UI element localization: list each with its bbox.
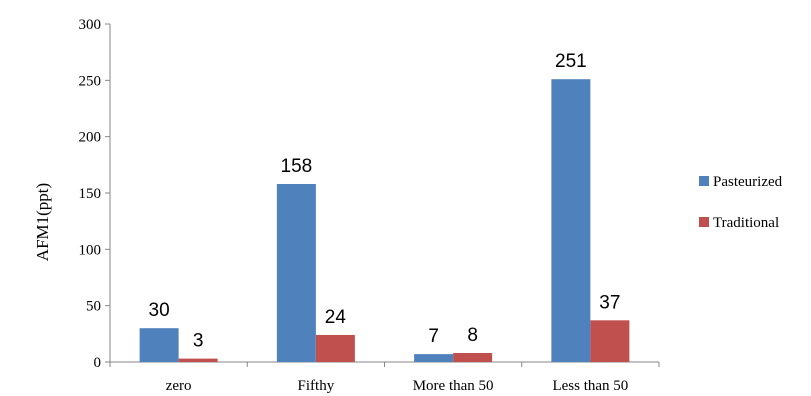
legend-swatch: [699, 217, 709, 227]
x-tick-label: Fifthy: [298, 378, 335, 394]
data-label: 251: [555, 51, 587, 72]
legend: Pasteurized Traditional: [699, 174, 783, 231]
bar-traditional: [315, 334, 355, 362]
legend-label: Traditional: [713, 215, 779, 231]
y-tick-label: 50: [86, 299, 101, 315]
plot-area: 0 50 100 150 200 250 300 zero Fifthy More than 50…: [79, 17, 660, 394]
data-label: 3: [193, 331, 204, 352]
y-tick-label: 250: [79, 73, 102, 89]
bar-traditional: [590, 320, 630, 362]
bar-traditional: [178, 358, 218, 362]
bar-pasteurized: [276, 183, 316, 362]
y-tick-label: 200: [79, 130, 102, 146]
legend-label: Pasteurized: [713, 174, 783, 190]
x-tick-label: zero: [166, 378, 192, 394]
bar-pasteurized: [414, 354, 454, 362]
y-tick-label: 150: [79, 186, 102, 202]
data-label: 30: [149, 300, 170, 321]
bar-pasteurized: [551, 79, 591, 362]
bar-traditional: [453, 352, 493, 362]
data-label: 158: [281, 156, 313, 177]
y-tick-label: 300: [79, 17, 102, 33]
y-tick-label: 0: [94, 355, 102, 371]
x-tick-label: More than 50: [413, 378, 494, 394]
data-label: 7: [428, 326, 439, 347]
data-label: 24: [325, 307, 347, 328]
x-tick-label: Less than 50: [552, 378, 628, 394]
data-label: 8: [467, 325, 478, 346]
bar-pasteurized: [139, 328, 179, 362]
data-label: 37: [599, 292, 620, 313]
y-tick-label: 100: [79, 242, 102, 258]
y-axis-label: AFM1(ppt): [33, 183, 52, 261]
legend-swatch: [699, 176, 709, 186]
